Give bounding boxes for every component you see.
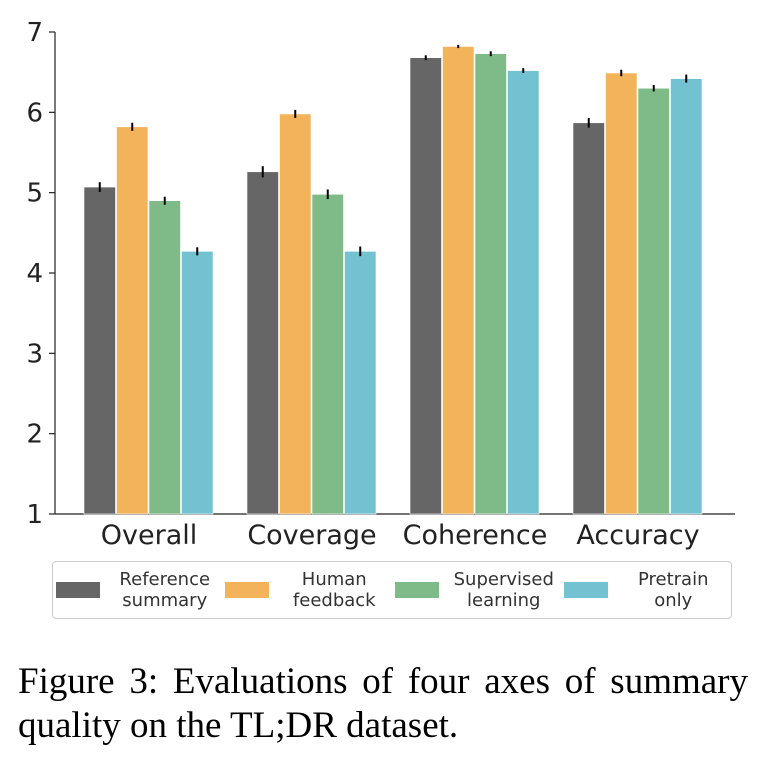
y-tick-label: 1 xyxy=(26,500,43,530)
bar-supervised-learning xyxy=(637,87,670,515)
legend-label: Human feedback xyxy=(292,569,376,611)
legend-swatch xyxy=(225,582,270,598)
y-tick-label: 6 xyxy=(26,98,43,128)
x-tick-label: Overall xyxy=(101,520,198,551)
legend-label: Supervised learning xyxy=(453,569,554,611)
bar-reference-summary xyxy=(409,57,442,515)
legend-swatch xyxy=(564,582,609,598)
bar-reference-summary xyxy=(83,186,116,515)
figure-caption: Figure 3: Evaluations of four axes of su… xyxy=(18,661,748,746)
bar-pretrain-only xyxy=(670,78,703,515)
y-tick-label: 3 xyxy=(26,339,43,369)
bar-supervised-learning xyxy=(311,193,344,515)
bar-human-feedback xyxy=(442,46,475,515)
bar-human-feedback xyxy=(116,126,149,515)
bar-supervised-learning xyxy=(474,53,507,515)
legend-swatch xyxy=(55,582,100,598)
y-tick-label: 7 xyxy=(26,18,43,48)
legend-item: Reference summary xyxy=(55,569,220,611)
legend-label: Pretrain only xyxy=(637,569,709,611)
legend-item: Human feedback xyxy=(225,569,389,611)
bar-human-feedback xyxy=(279,113,312,515)
bar-chart: 1 2 3 4 5 6 7 Overall Coverage Coherence Accuracy xyxy=(26,18,735,551)
legend-swatch xyxy=(394,582,439,598)
bar-pretrain-only xyxy=(181,251,214,515)
y-tick-label: 2 xyxy=(26,420,43,450)
x-tick-label: Coverage xyxy=(247,520,376,551)
y-tick-label: 4 xyxy=(26,259,43,289)
legend-label: Reference summary xyxy=(119,569,211,611)
bar-supervised-learning xyxy=(148,200,181,515)
x-tick-label: Coherence xyxy=(403,520,548,551)
legend-item: Pretrain only xyxy=(564,569,728,611)
bar-pretrain-only xyxy=(507,70,540,515)
legend-item: Supervised learning xyxy=(394,569,559,611)
bar-pretrain-only xyxy=(344,251,377,515)
bar-human-feedback xyxy=(605,72,638,515)
bar-reference-summary xyxy=(572,122,605,515)
bar-reference-summary xyxy=(246,171,279,515)
legend: Reference summary Human feedback Supervise… xyxy=(52,561,732,619)
y-tick-label: 5 xyxy=(26,179,43,209)
x-tick-label: Accuracy xyxy=(576,520,699,551)
